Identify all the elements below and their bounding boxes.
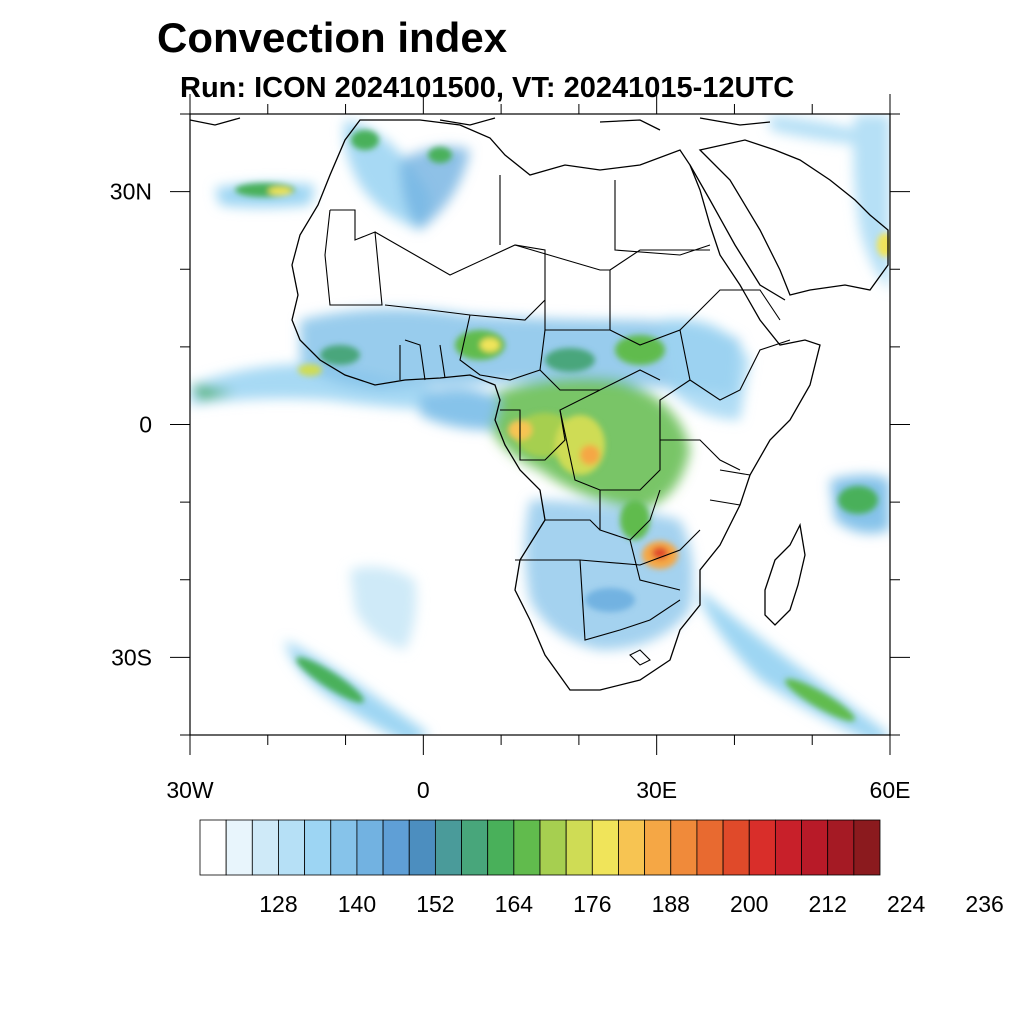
colorbar-swatch: [434, 819, 462, 876]
colorbar-swatch: [487, 819, 515, 876]
colorbar-swatch: [591, 819, 619, 876]
y-tick-label: 30N: [110, 179, 152, 205]
convection-cores: [235, 130, 890, 722]
colorbar-swatch: [618, 819, 646, 876]
colorbar-tick-label: 212: [809, 891, 847, 917]
colorbar-swatch: [801, 819, 829, 876]
colorbar-swatch: [539, 819, 567, 876]
x-axis-labels: 30W 0 30E 60E: [166, 777, 910, 803]
colorbar-swatch: [356, 819, 384, 876]
map-field: [190, 115, 890, 735]
colorbar-swatch: [722, 819, 750, 876]
colorbar-tick-label: 140: [338, 891, 376, 917]
country-borders: [324, 175, 791, 666]
colorbar-swatch: [644, 819, 672, 876]
y-tick-label: 30S: [111, 644, 152, 670]
colorbar-swatch: [408, 819, 436, 876]
colorbar-swatch: [853, 819, 881, 876]
x-tick-label: 60E: [870, 777, 911, 803]
x-tick-label: 0: [417, 777, 430, 803]
x-tick-label: 30W: [166, 777, 214, 803]
colorbar-tick-label: 200: [730, 891, 768, 917]
coastlines: [190, 117, 889, 691]
colorbar-tick-label: 176: [573, 891, 611, 917]
colorbar: [199, 819, 881, 876]
chart-title: Convection index: [157, 14, 508, 61]
colorbar-swatch: [774, 819, 802, 876]
colorbar-labels: 128 140 152 164 176 188 200 212 224 236: [259, 891, 1004, 917]
colorbar-swatch: [696, 819, 724, 876]
colorbar-swatch: [304, 819, 332, 876]
colorbar-swatch: [565, 819, 593, 876]
y-axis-labels: 30N 0 30S: [110, 179, 152, 671]
colorbar-swatch: [670, 819, 698, 876]
colorbar-swatch: [827, 819, 855, 876]
colorbar-swatch: [513, 819, 541, 876]
axis-ticks: [170, 94, 910, 755]
colorbar-tick-label: 164: [495, 891, 534, 917]
colorbar-tick-label: 152: [416, 891, 454, 917]
colorbar-tick-label: 188: [652, 891, 690, 917]
colorbar-swatch: [382, 819, 410, 876]
colorbar-swatch: [199, 819, 227, 876]
colorbar-swatch: [251, 819, 279, 876]
colorbar-swatch: [330, 819, 358, 876]
y-tick-label: 0: [139, 412, 152, 438]
colorbar-swatch: [278, 819, 306, 876]
colorbar-swatch: [225, 819, 253, 876]
chart-subtitle: Run: ICON 2024101500, VT: 20241015-12UTC: [180, 72, 795, 104]
colorbar-swatch: [748, 819, 776, 876]
colorbar-swatch: [461, 819, 489, 876]
colorbar-tick-label: 224: [887, 891, 926, 917]
colorbar-tick-label: 236: [965, 891, 1003, 917]
colorbar-tick-label: 128: [259, 891, 297, 917]
x-tick-label: 30E: [636, 777, 677, 803]
